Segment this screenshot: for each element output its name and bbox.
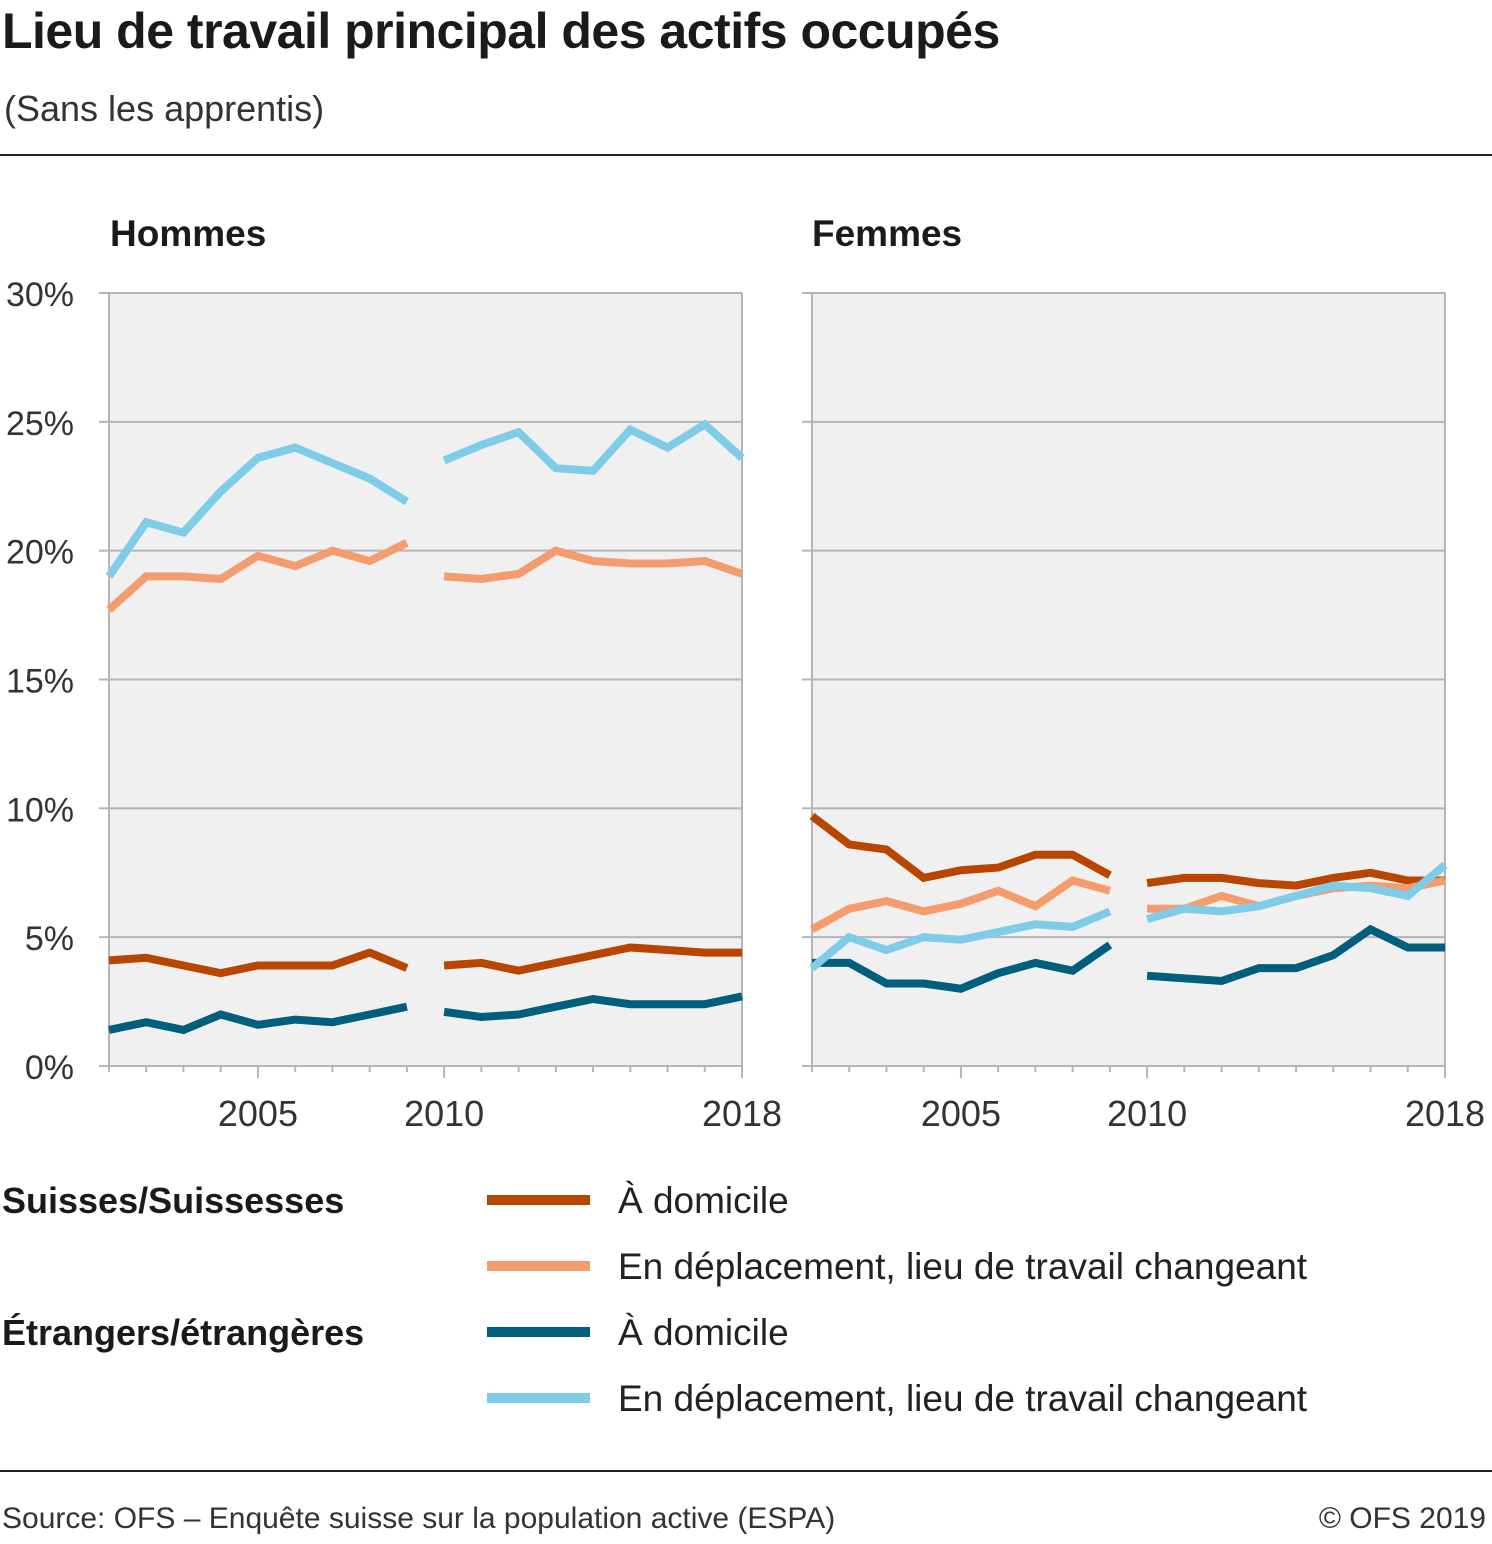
x-tick-label: 2018 (1405, 1093, 1485, 1134)
y-tick-label: 15% (6, 663, 74, 701)
y-tick-label: 30% (6, 276, 74, 314)
panel-title: Hommes (110, 213, 266, 254)
series-line (809, 812, 1112, 883)
series-line (442, 419, 745, 475)
legend-item-label: À domicile (618, 1312, 789, 1353)
series-line (810, 876, 1111, 933)
x-tick-label: 2005 (921, 1093, 1001, 1134)
chart-subtitle: (Sans les apprentis) (4, 88, 325, 129)
copyright-note: © OFS 2019 (1318, 1502, 1486, 1535)
legend-group-label: Étrangers/étrangères (2, 1312, 364, 1353)
y-tick-label: 10% (6, 791, 74, 829)
panel-title: Femmes (812, 213, 962, 254)
y-tick-label: 20% (6, 534, 74, 572)
series-line (443, 546, 744, 584)
x-tick-label: 2018 (702, 1093, 782, 1134)
source-note: Source: OFS – Enquête suisse sur la popu… (2, 1502, 836, 1535)
series-line (443, 943, 742, 975)
series-line (108, 1002, 408, 1035)
series-line (105, 443, 410, 579)
legend-item-label: À domicile (618, 1180, 789, 1221)
chart-title: Lieu de travail principal des actifs occ… (2, 3, 1000, 59)
series-line (809, 907, 1112, 972)
series-line (443, 992, 743, 1022)
x-tick-label: 2005 (218, 1093, 298, 1134)
top-divider (0, 154, 1492, 156)
y-tick-label: 25% (6, 405, 74, 443)
series-line (106, 539, 409, 613)
series-line (1146, 868, 1445, 890)
x-tick-label: 2010 (404, 1093, 484, 1134)
legend-group-label: Suisses/Suissesses (2, 1180, 344, 1221)
y-tick-label: 5% (25, 920, 74, 958)
series-line (1146, 924, 1445, 986)
x-tick-label: 2010 (1107, 1093, 1187, 1134)
series-line (1146, 861, 1448, 923)
legend-item-label: En déplacement, lieu de travail changean… (618, 1378, 1308, 1419)
chart-area: 2005 2010 2018 0% 5% 10% 15% 20% 25% 30% Hommes 200… (2, 213, 1485, 1419)
series-line (108, 948, 409, 978)
series-line (812, 941, 1113, 993)
bottom-divider (0, 1470, 1492, 1472)
legend-item-label: En déplacement, lieu de travail changean… (618, 1246, 1308, 1287)
y-tick-label: 0% (25, 1049, 74, 1087)
